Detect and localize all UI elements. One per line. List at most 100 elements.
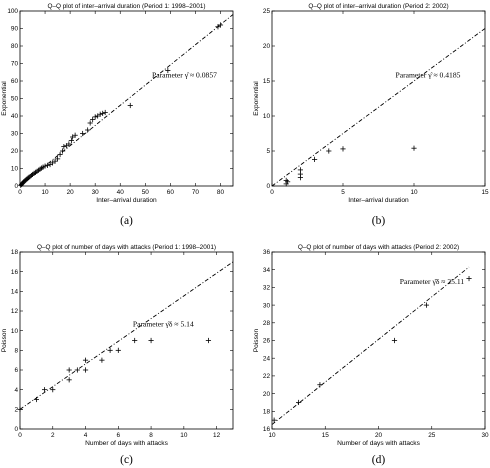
- x-tick-label: 20: [375, 432, 383, 439]
- data-point: [90, 116, 96, 123]
- data-point: [296, 399, 302, 406]
- y-tick-label: 2: [14, 407, 18, 414]
- chart-title: Q–Q plot of number of days with attacks …: [37, 244, 216, 251]
- y-tick-label: 30: [263, 302, 271, 309]
- data-point: [100, 110, 106, 116]
- y-tick-label: 0: [14, 183, 18, 190]
- y-tick-label: 10: [11, 328, 19, 335]
- x-tick-label: 0: [18, 432, 22, 439]
- data-point: [92, 114, 98, 120]
- parameter-annotation: Parameter γ̂δ ≈ 25.11: [400, 277, 465, 286]
- x-tick-label: 80: [217, 189, 225, 196]
- data-point: [312, 156, 318, 162]
- data-point: [127, 102, 133, 109]
- y-tick-label: 18: [263, 409, 271, 416]
- parameter-annotation: Parameter γ̂ ≈ 0.4185: [396, 71, 461, 80]
- y-tick-label: 36: [263, 249, 271, 256]
- panel-caption: (d): [372, 454, 386, 466]
- data-point: [44, 162, 51, 168]
- data-point: [33, 396, 39, 403]
- y-tick-label: 30: [11, 131, 19, 138]
- data-point: [148, 337, 154, 344]
- chart-title: Q–Q plot of inter–arrival duration (Peri…: [308, 3, 448, 10]
- x-axis-label: Number of days with attacks: [85, 440, 169, 447]
- y-tick-label: 22: [263, 373, 271, 380]
- data-point: [271, 417, 277, 423]
- data-point: [66, 367, 72, 373]
- x-tick-label: 20: [67, 189, 75, 196]
- y-tick-label: 10: [11, 166, 19, 173]
- data-point: [205, 337, 212, 344]
- x-tick-label: 15: [481, 189, 489, 196]
- x-tick-label: 0: [270, 189, 274, 196]
- x-tick-label: 70: [192, 189, 200, 196]
- y-tick-label: 25: [263, 8, 271, 15]
- data-point: [50, 387, 56, 393]
- reference-line: [19, 261, 234, 410]
- data-point: [99, 357, 105, 363]
- x-tick-label: 6: [117, 432, 121, 439]
- y-tick-label: 0: [14, 426, 18, 433]
- data-point: [217, 22, 224, 28]
- y-tick-label: 20: [11, 148, 19, 155]
- reference-line: [271, 28, 486, 187]
- data-point: [52, 158, 58, 164]
- x-tick-label: 30: [92, 189, 100, 196]
- panel-caption: (a): [120, 215, 133, 227]
- y-axis-label: Poisson: [253, 328, 260, 352]
- y-tick-label: 90: [11, 26, 19, 33]
- data-point: [42, 163, 48, 169]
- data-point: [74, 367, 80, 373]
- x-tick-label: 8: [149, 432, 153, 439]
- data-point: [466, 275, 472, 282]
- x-tick-label: 12: [213, 432, 221, 439]
- y-tick-label: 60: [11, 78, 19, 85]
- data-point: [285, 179, 291, 185]
- data-point: [102, 109, 108, 116]
- x-tick-label: 40: [117, 189, 125, 196]
- y-tick-label: 80: [11, 43, 19, 50]
- plot-frame: [19, 10, 234, 187]
- chart-title: Q–Q plot of number of days with attacks …: [298, 244, 459, 251]
- y-tick-label: 18: [11, 249, 19, 256]
- y-tick-label: 28: [263, 320, 271, 327]
- data-point: [391, 337, 398, 344]
- y-tick-label: 6: [14, 367, 18, 374]
- data-point: [85, 127, 91, 133]
- y-tick-label: 5: [266, 148, 270, 155]
- y-tick-label: 34: [263, 267, 271, 274]
- data-point: [115, 347, 121, 353]
- data-point: [17, 406, 23, 412]
- data-point: [80, 130, 86, 137]
- y-tick-label: 12: [11, 308, 19, 315]
- data-point: [60, 148, 66, 154]
- y-tick-label: 24: [263, 355, 271, 362]
- y-axis-label: Exponential: [1, 81, 8, 116]
- x-tick-label: 10: [42, 189, 50, 196]
- parameter-annotation: Parameter γ̂ ≈ 0.0857: [152, 71, 217, 80]
- data-point: [297, 167, 303, 173]
- plot-frame: [19, 251, 234, 430]
- panel-caption: (b): [372, 215, 386, 227]
- y-tick-label: 32: [263, 285, 271, 292]
- x-tick-label: 4: [84, 432, 88, 439]
- data-point: [132, 337, 138, 344]
- x-tick-label: 10: [410, 189, 418, 196]
- x-tick-label: 30: [481, 432, 489, 439]
- y-tick-label: 100: [7, 8, 18, 15]
- data-point: [317, 382, 323, 388]
- x-tick-label: 25: [428, 432, 436, 439]
- data-point: [61, 144, 67, 150]
- data-point: [72, 132, 78, 138]
- y-axis-label: Exponential: [253, 81, 260, 116]
- x-axis-label: Inter–arrival duration: [96, 197, 157, 204]
- y-tick-label: 50: [11, 96, 19, 103]
- data-point: [28, 172, 34, 179]
- x-axis-label: Number of days with attacks: [337, 440, 421, 447]
- y-tick-label: 15: [263, 78, 271, 85]
- y-tick-label: 10: [263, 113, 271, 120]
- y-tick-label: 20: [263, 43, 271, 50]
- data-point: [411, 145, 417, 151]
- panel-caption: (c): [120, 454, 133, 466]
- data-point: [107, 347, 113, 353]
